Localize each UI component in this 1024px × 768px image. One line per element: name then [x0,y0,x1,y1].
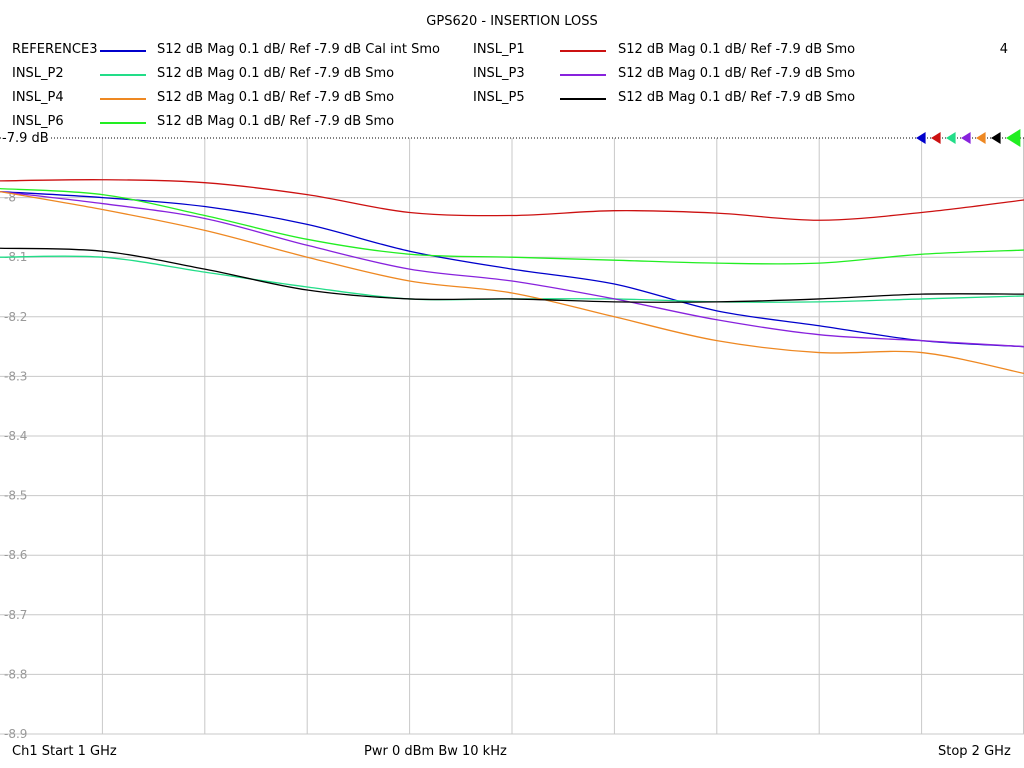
legend-series-name: INSL_P4 [12,90,64,105]
trace-markers [916,129,1021,147]
trace-marker [946,132,956,144]
y-tick-label: -8.3 [4,369,27,383]
legend-swatch [100,74,146,76]
trace-marker [961,132,971,144]
legend-series-name: INSL_P3 [473,66,525,81]
series-line-insl-p6 [0,188,1024,265]
legend-swatch [560,74,606,76]
y-tick-label: -8.7 [4,608,27,622]
y-tick-label: -8 [4,191,16,205]
legend-swatch [100,50,146,52]
legend-series-name: REFERENCE3 [12,42,98,57]
trace-marker [931,132,941,144]
chart-series [0,179,1024,375]
chart-grid [0,138,1024,735]
reference-level-label: -7.9 dB [2,131,51,146]
legend-swatch [560,50,606,52]
chart-title: GPS620 - INSERTION LOSS [426,14,598,29]
footer-power: Pwr 0 dBm Bw 10 kHz [364,744,507,759]
series-line-insl-p1 [0,179,1024,221]
series-line-insl-p4 [0,190,1024,375]
y-tick-label: -8.2 [4,310,27,324]
footer-start: Ch1 Start 1 GHz [12,744,117,759]
trace-marker [991,132,1001,144]
legend-swatch [100,98,146,100]
series-line-insl-p3 [0,190,1024,348]
trace-marker [1006,129,1021,147]
series-line-insl-p5 [0,247,1024,303]
legend-trace-description: S12 dB Mag 0.1 dB/ Ref -7.9 dB Smo [157,66,395,81]
channel-number: 4 [999,42,1008,57]
footer-stop: Stop 2 GHz [938,744,1011,759]
y-tick-label: -8.4 [4,429,27,443]
y-tick-labels: -8-8.1-8.2-8.3-8.4-8.5-8.6-8.7-8.8-8.9 [4,191,27,741]
y-tick-label: -8.9 [4,727,27,741]
y-tick-label: -8.6 [4,548,27,562]
legend-series-name: INSL_P5 [473,90,525,105]
legend-series-name: INSL_P6 [12,114,64,129]
legend-swatch [560,98,606,100]
trace-marker [976,132,986,144]
trace-marker [916,132,926,144]
legend-trace-description: S12 dB Mag 0.1 dB/ Ref -7.9 dB Cal int S… [157,42,440,57]
legend-trace-description: S12 dB Mag 0.1 dB/ Ref -7.9 dB Smo [618,66,856,81]
legend-trace-description: S12 dB Mag 0.1 dB/ Ref -7.9 dB Smo [618,90,856,105]
legend-swatch [100,122,146,124]
legend-series-name: INSL_P1 [473,42,525,57]
legend-trace-description: S12 dB Mag 0.1 dB/ Ref -7.9 dB Smo [157,90,395,105]
series-line-reference3 [0,190,1024,348]
legend-trace-description: S12 dB Mag 0.1 dB/ Ref -7.9 dB Smo [157,114,395,129]
y-tick-label: -8.5 [4,489,27,503]
y-tick-label: -8.8 [4,667,27,681]
legend-trace-description: S12 dB Mag 0.1 dB/ Ref -7.9 dB Smo [618,42,856,57]
legend-series-name: INSL_P2 [12,66,64,81]
